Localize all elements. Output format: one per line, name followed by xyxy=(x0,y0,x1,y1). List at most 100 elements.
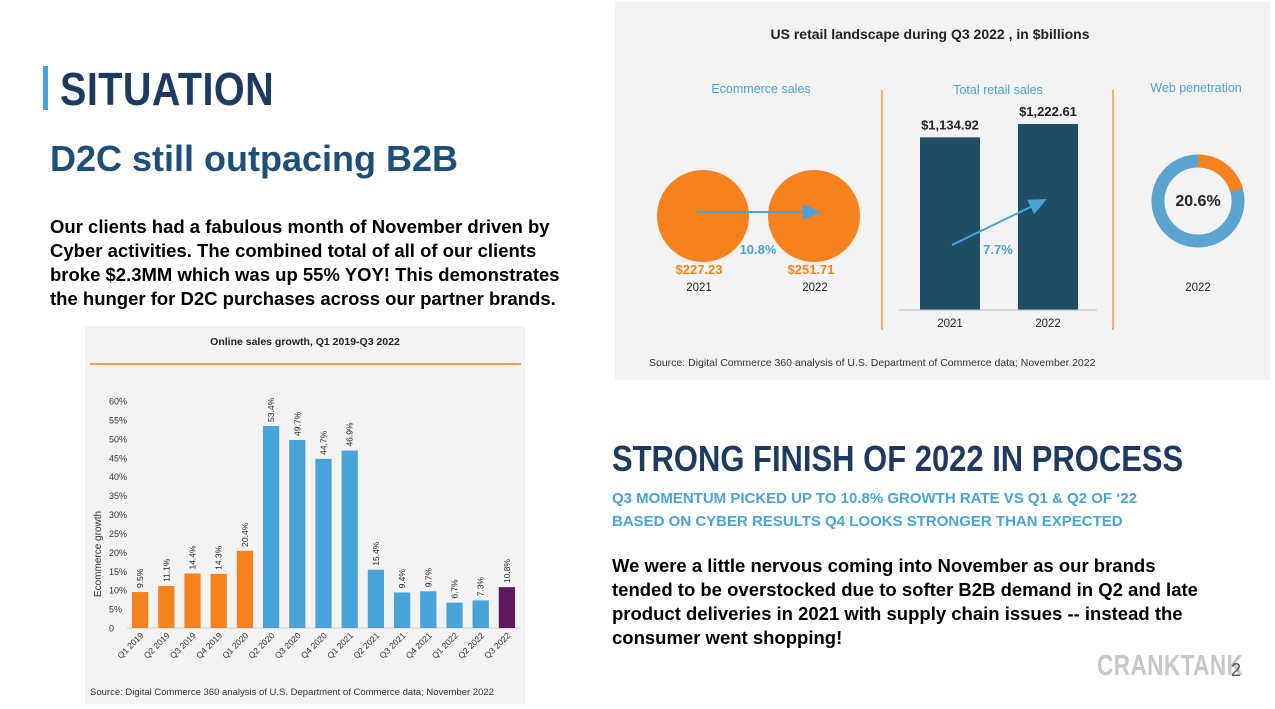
x-tick: Q2 2021 xyxy=(351,630,381,660)
bar-label: 53.4% xyxy=(266,397,276,422)
total-growth-arrow xyxy=(951,199,1047,246)
retail-title: US retail landscape during Q3 2022 , in … xyxy=(771,26,1090,42)
x-tick: Q2 2019 xyxy=(142,630,172,660)
bar-label: 14.4% xyxy=(188,545,198,570)
bar-q4-2019 xyxy=(210,573,227,628)
web-penetration-value: 20.6% xyxy=(1175,193,1220,210)
intro-paragraph: Our clients had a fabulous month of Nove… xyxy=(50,216,560,309)
bar-label: 49.7% xyxy=(292,411,302,436)
total-bar-2022 xyxy=(1018,124,1078,310)
page-number: 2 xyxy=(1231,660,1242,680)
ecom-heading: Ecommerce sales xyxy=(711,82,810,96)
x-tick: Q3 2022 xyxy=(482,630,512,660)
bar-label: 9.7% xyxy=(423,567,433,587)
section-caption: Q3 MOMENTUM PICKED UP TO 10.8% GROWTH RA… xyxy=(612,490,1138,530)
y-tick: 5% xyxy=(109,605,122,615)
slide-subtitle: D2C still outpacing B2B xyxy=(50,138,459,179)
bar-label: 46.9% xyxy=(345,422,355,447)
x-tick: Q2 2022 xyxy=(456,630,486,660)
chart-bars xyxy=(131,425,516,628)
bar-q2-2021 xyxy=(367,569,385,628)
chart-y-ticks: 0 5% 10% 15% 20% 25% 30% 35% 40% 45% 50% 55% 60% xyxy=(109,397,127,634)
ecom-2021-value: $227.23 xyxy=(676,262,723,277)
y-tick: 50% xyxy=(109,434,127,444)
y-tick: 45% xyxy=(109,453,127,463)
bar-label: 20.4% xyxy=(240,522,250,547)
section-body: We were a little nervous coming into Nov… xyxy=(612,555,1198,648)
y-tick: 35% xyxy=(109,491,127,501)
ecom-2022-value: $251.71 xyxy=(788,262,835,277)
total-retail-bars: $1,134.92 $1,222.61 xyxy=(920,104,1078,310)
bar-label: 9.5% xyxy=(135,568,145,588)
bar-q4-2020 xyxy=(315,458,332,628)
ecom-2022-year: 2022 xyxy=(802,282,828,294)
y-tick: 20% xyxy=(109,548,127,558)
ecom-2021-year: 2021 xyxy=(686,282,712,294)
total-2021-year: 2021 xyxy=(937,318,963,330)
chart-title: Online sales growth, Q1 2019-Q3 2022 xyxy=(210,336,400,348)
x-tick: Q4 2020 xyxy=(299,630,329,660)
chart-bar-labels: 9.5% 11.1% 14.4% 14.3% 20.4% 53.4% 49.7% 44.7% 4… xyxy=(135,397,512,598)
web-year: 2022 xyxy=(1185,282,1211,294)
bar-q3-2021 xyxy=(393,592,411,628)
x-tick: Q2 2020 xyxy=(246,630,276,660)
cranktank-logo: CRANKTANK xyxy=(1097,650,1244,682)
bar-label: 9.4% xyxy=(397,569,407,589)
total-value-2021: $1,134.92 xyxy=(921,117,979,132)
bar-q2-2020 xyxy=(262,425,280,628)
y-tick: 15% xyxy=(109,567,127,577)
bar-q1-2020 xyxy=(236,550,254,628)
ecom-2021-circle xyxy=(657,170,749,262)
bar-q2-2022 xyxy=(472,600,489,628)
x-tick: Q1 2019 xyxy=(115,630,145,660)
ecom-2022-circle xyxy=(768,170,860,262)
total-growth-label: 7.7% xyxy=(983,242,1013,257)
total-2022-year: 2022 xyxy=(1035,318,1061,330)
bar-q1-2021 xyxy=(341,450,358,628)
online-sales-chart-panel: Online sales growth, Q1 2019-Q3 2022 Eco… xyxy=(85,326,525,704)
bar-q2-2019 xyxy=(158,586,175,628)
x-tick: Q4 2021 xyxy=(404,630,434,660)
bar-q3-2020 xyxy=(289,439,306,628)
bar-q4-2021 xyxy=(420,591,437,628)
bar-label: 6.7% xyxy=(450,579,460,599)
y-tick: 25% xyxy=(109,529,127,539)
bar-q3-2022 xyxy=(498,587,516,628)
chart-source: Source: Digital Commerce 360 analysis of… xyxy=(90,687,494,698)
bar-label: 44.7% xyxy=(319,430,329,455)
bar-label: 10.8% xyxy=(502,559,512,584)
bar-label: 11.1% xyxy=(161,558,171,582)
y-tick: 0 xyxy=(109,624,114,634)
title-accent-bar xyxy=(43,66,48,110)
x-tick: Q4 2019 xyxy=(194,630,224,660)
chart-ylabel: Ecommerce growth xyxy=(93,511,104,597)
web-heading: Web penetration xyxy=(1150,81,1242,95)
y-tick: 55% xyxy=(109,415,127,425)
y-tick: 10% xyxy=(109,586,127,596)
x-tick: Q1 2021 xyxy=(325,630,355,660)
x-tick: Q1 2020 xyxy=(220,630,250,660)
web-donut-slice xyxy=(1151,154,1245,248)
total-heading: Total retail sales xyxy=(953,83,1043,97)
x-tick: Q3 2019 xyxy=(168,630,198,660)
retail-source: Source: Digital Commerce 360 analysis of… xyxy=(649,357,1096,369)
bar-label: 15.4% xyxy=(371,541,381,566)
retail-landscape-panel: US retail landscape during Q3 2022 , in … xyxy=(615,2,1270,380)
bar-q1-2019 xyxy=(131,592,149,628)
ecom-growth-label: 10.8% xyxy=(740,242,777,257)
total-value-2022: $1,222.61 xyxy=(1019,104,1077,119)
x-tick: Q3 2020 xyxy=(273,630,303,660)
y-tick: 30% xyxy=(109,510,127,520)
total-bar-2021 xyxy=(920,137,980,310)
x-tick: Q3 2021 xyxy=(377,630,407,660)
online-sales-growth-chart: Online sales growth, Q1 2019-Q3 2022 Eco… xyxy=(90,336,521,698)
slide-title: SITUATION xyxy=(60,63,275,115)
section-heading: STRONG FINISH OF 2022 IN PROCESS xyxy=(612,438,1184,479)
x-tick: Q1 2022 xyxy=(430,630,460,660)
retail-landscape-graphic: US retail landscape during Q3 2022 , in … xyxy=(649,26,1245,369)
bar-label: 7.3% xyxy=(476,577,486,597)
y-tick: 40% xyxy=(109,472,127,482)
y-tick: 60% xyxy=(109,397,127,407)
bar-q1-2022 xyxy=(446,602,463,628)
